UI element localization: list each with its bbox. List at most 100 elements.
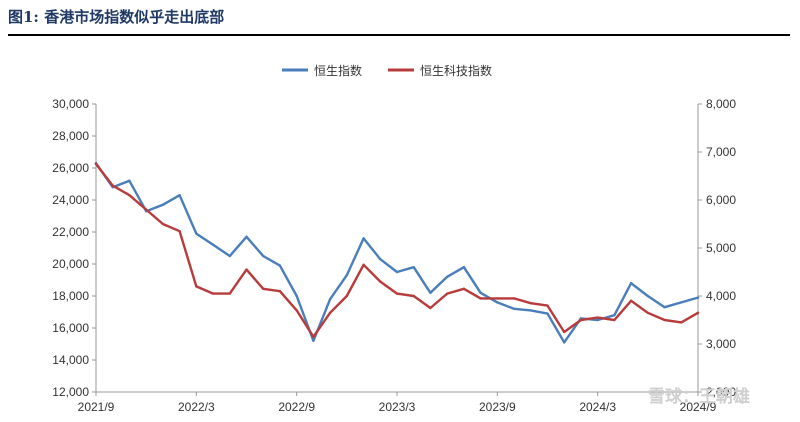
data-point-series-1 — [696, 296, 700, 299]
left-tick-label: 24,000 — [52, 193, 89, 207]
data-point-series-2 — [663, 318, 666, 322]
left-tick-label: 20,000 — [52, 257, 89, 271]
data-point-series-2 — [680, 321, 683, 324]
data-point-series-2 — [462, 287, 466, 290]
left-tick-label: 26,000 — [52, 161, 89, 175]
data-point-series-1 — [479, 291, 482, 294]
data-point-series-2 — [596, 316, 599, 319]
data-point-series-1 — [362, 237, 365, 240]
title-divider — [8, 34, 790, 36]
data-point-series-2 — [579, 318, 583, 322]
data-point-series-1 — [395, 270, 399, 274]
x-tick-label: 2024/9 — [680, 400, 717, 414]
data-point-series-2 — [145, 208, 148, 211]
chart-title: 图1: 香港市场指数似乎走出底部 — [8, 8, 225, 26]
data-point-series-2 — [496, 297, 499, 300]
data-point-series-1 — [496, 301, 499, 304]
left-tick-label: 16,000 — [52, 321, 89, 335]
left-tick-label: 12,000 — [52, 385, 89, 399]
right-tick-label: 3,000 — [706, 337, 736, 351]
data-point-series-1 — [228, 254, 231, 258]
data-point-series-2 — [312, 335, 315, 338]
series-lines — [94, 161, 700, 344]
x-tick-label: 2023/9 — [479, 400, 516, 414]
data-point-series-2 — [178, 230, 181, 233]
data-point-series-2 — [328, 311, 332, 314]
data-point-series-1 — [178, 194, 181, 197]
data-point-series-1 — [211, 243, 215, 246]
data-point-series-2 — [245, 268, 248, 271]
data-point-series-2 — [529, 302, 532, 305]
data-point-series-2 — [696, 311, 700, 314]
data-point-series-2 — [94, 162, 98, 166]
series-line-2 — [94, 162, 700, 338]
data-point-series-2 — [362, 263, 365, 266]
x-tick-label: 2022/9 — [278, 400, 315, 414]
data-point-series-2 — [563, 330, 566, 334]
data-point-series-1 — [345, 274, 348, 277]
right-tick-label: 7,000 — [706, 145, 736, 159]
data-point-series-2 — [161, 222, 165, 226]
right-tick-label: 4,000 — [706, 289, 736, 303]
data-point-series-1 — [312, 339, 315, 342]
data-point-series-1 — [680, 301, 683, 304]
data-point-series-1 — [512, 307, 516, 310]
data-point-series-2 — [128, 194, 131, 197]
data-point-series-1 — [446, 275, 449, 278]
left-tick-label: 18,000 — [52, 289, 89, 303]
data-point-series-2 — [228, 292, 231, 295]
data-point-series-1 — [278, 264, 282, 267]
right-tick-label: 6,000 — [706, 193, 736, 207]
data-point-series-2 — [278, 290, 282, 293]
left-tick-label: 22,000 — [52, 225, 89, 239]
data-point-series-2 — [262, 287, 265, 290]
data-point-series-2 — [613, 318, 616, 322]
data-point-series-2 — [379, 280, 382, 283]
data-point-series-1 — [646, 294, 649, 298]
axes: 12,000 14,000 16,000 18,000 20,000 22,000 24,0… — [52, 97, 736, 414]
legend-label-2: 恒生科技指数 — [420, 63, 492, 78]
data-point-series-2 — [211, 292, 215, 295]
data-point-series-1 — [663, 306, 666, 309]
data-point-series-1 — [245, 235, 248, 238]
legend: 恒生指数 恒生科技指数 — [282, 63, 492, 78]
data-point-series-2 — [345, 294, 348, 298]
data-point-series-1 — [195, 232, 198, 235]
data-point-series-2 — [195, 285, 198, 288]
data-point-series-1 — [412, 266, 415, 269]
data-point-series-2 — [446, 292, 449, 295]
data-point-series-2 — [546, 304, 549, 307]
data-point-series-2 — [429, 306, 432, 310]
data-point-series-2 — [395, 292, 399, 295]
data-point-series-2 — [412, 294, 415, 298]
data-point-series-1 — [429, 291, 432, 294]
data-point-series-1 — [379, 258, 382, 261]
left-tick-label: 30,000 — [52, 97, 89, 111]
data-point-series-2 — [629, 299, 633, 302]
left-tick-label: 14,000 — [52, 353, 89, 367]
data-point-series-1 — [295, 294, 298, 298]
x-tick-label: 2023/3 — [379, 400, 416, 414]
x-tick-label: 2021/9 — [78, 400, 115, 414]
data-point-series-2 — [295, 309, 298, 312]
data-point-series-1 — [128, 179, 131, 182]
data-point-series-1 — [546, 312, 549, 315]
data-point-series-1 — [596, 318, 599, 322]
data-point-series-2 — [646, 311, 649, 314]
legend-label-1: 恒生指数 — [314, 63, 362, 78]
x-tick-label: 2022/3 — [178, 400, 215, 414]
data-point-series-1 — [262, 254, 265, 258]
data-point-series-2 — [111, 184, 114, 187]
data-point-series-1 — [563, 341, 566, 344]
x-tick-label: 2024/3 — [579, 400, 616, 414]
data-point-series-2 — [479, 297, 482, 300]
data-point-series-1 — [629, 282, 633, 285]
right-tick-label: 5,000 — [706, 241, 736, 255]
data-point-series-1 — [613, 314, 616, 317]
left-tick-label: 28,000 — [52, 129, 89, 143]
right-tick-label: 8,000 — [706, 97, 736, 111]
right-tick-label: 2,000 — [706, 385, 736, 399]
watermark-text: 雪球：王朝雄 — [648, 386, 750, 407]
data-point-series-1 — [161, 203, 165, 206]
